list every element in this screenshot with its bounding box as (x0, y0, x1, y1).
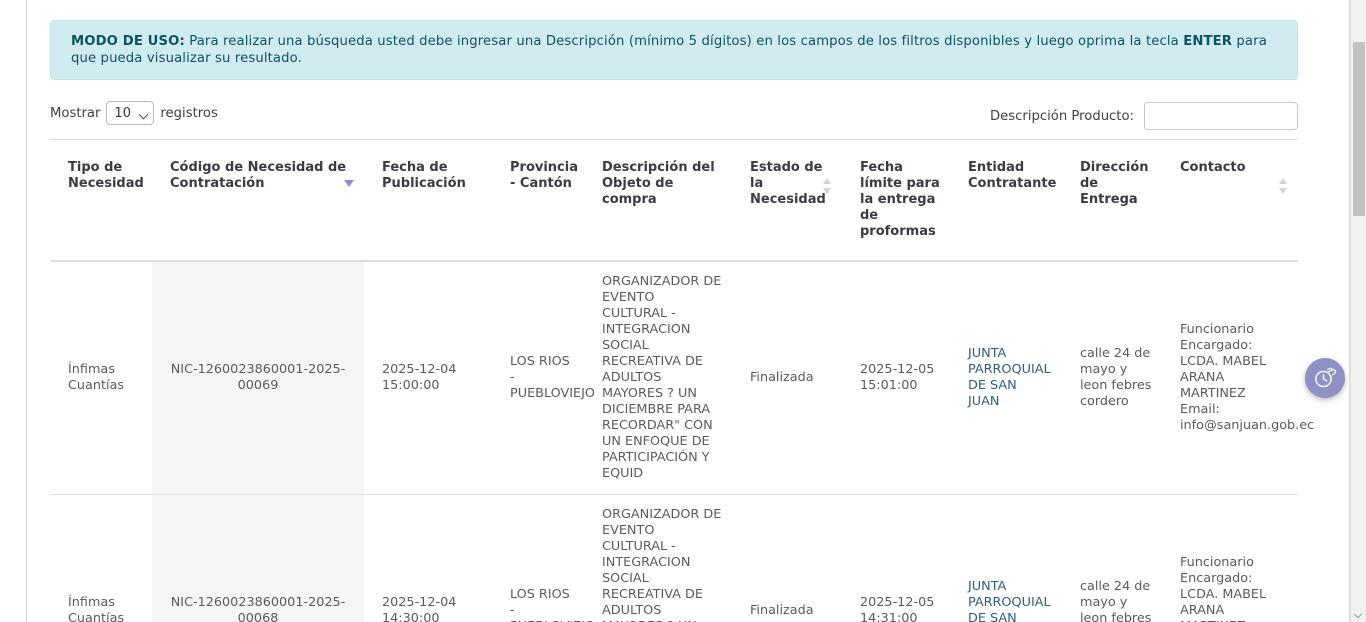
main-content: MODO DE USO: Para realizar una búsqueda … (50, 0, 1314, 622)
table-row: Ínfimas Cuantías NIC-1260023860001-2025-… (50, 260, 1314, 495)
cell-direccion: calle 24 de mayo y leon febres cordero (1062, 260, 1162, 495)
page-length-suffix-label: registros (160, 105, 218, 121)
table-controls: Mostrar 10 registros Descripción Product… (50, 93, 1298, 130)
th-provincia-canton[interactable]: Provincia - Cantón (492, 139, 584, 262)
usage-alert-enter-key: ENTER (1183, 34, 1233, 49)
th-label: Provincia - Cantón (510, 160, 578, 191)
th-label: Descripción del Objeto de compra (602, 160, 715, 207)
clock-speed-icon (1315, 367, 1337, 388)
page-length-prefix-label: Mostrar (50, 105, 101, 121)
cell-descripcion: ORGANIZADOR DE EVENTO CULTURAL - INTEGRA… (584, 494, 732, 622)
usage-alert-text-1: Para realizar una búsqueda usted debe in… (184, 34, 1184, 49)
product-description-input[interactable] (1144, 102, 1298, 130)
page-length-select[interactable]: 10 (106, 101, 155, 125)
page-length-select-wrapper[interactable]: 10 (106, 101, 155, 125)
needs-table-body: Ínfimas Cuantías NIC-1260023860001-2025-… (50, 260, 1314, 622)
product-filter-label: Descripción Producto: (990, 108, 1134, 124)
product-filter-control: Descripción Producto: (990, 102, 1298, 130)
cell-fecha-limite: 2025-12-05 15:01:00 (842, 260, 950, 495)
left-gutter-divider (26, 0, 27, 622)
needs-table-head: Tipo de Necesidad Código de Necesidad de… (50, 139, 1298, 262)
left-gutter (0, 0, 26, 622)
viewport-clip: MODO DE USO: Para realizar una búsqueda … (0, 0, 1338, 622)
th-label: Código de Necesidad de Contratación (170, 160, 347, 191)
cell-entidad: JUNTA PARROQUIAL DE SAN JUAN (950, 494, 1062, 622)
table-row: Ínfimas Cuantías NIC-1260023860001-2025-… (50, 494, 1298, 622)
cell-estado: Finalizada (732, 494, 842, 622)
cell-provincia-canton: LOS RIOS - PUEBLOVIEJO (492, 260, 595, 495)
th-descripcion-objeto[interactable]: Descripción del Objeto de compra (584, 139, 732, 262)
th-tipo-de-necesidad[interactable]: Tipo de Necesidad (50, 139, 152, 262)
th-label: Estado de la Necesidad (750, 160, 826, 207)
cell-tipo: Ínfimas Cuantías (50, 260, 152, 495)
usage-alert-text-2: para que pueda visualizar su resultado. (71, 34, 1267, 66)
cell-codigo: NIC-1260023860001-2025-00069 (152, 260, 364, 495)
usage-alert-title: MODO DE USO: (71, 34, 185, 49)
page-length-control: Mostrar 10 registros (50, 101, 218, 125)
entidad-contratante-link[interactable]: JUNTA PARROQUIAL DE SAN JUAN (968, 346, 1051, 409)
sort-descending-icon (344, 180, 354, 187)
cell-tipo: Ínfimas Cuantías (50, 494, 152, 622)
cell-provincia-canton: LOS RIOS - PUEBLOVIEJO (492, 494, 595, 622)
cell-fecha-limite: 2025-12-05 14:31:00 (842, 494, 950, 622)
th-fecha-limite-proformas[interactable]: Fecha límite para la entrega de proforma… (842, 139, 950, 262)
th-fecha-de-publicacion[interactable]: Fecha de Publicación (364, 139, 492, 262)
th-direccion-de-entrega[interactable]: Dirección de Entrega (1062, 139, 1162, 262)
th-label: Entidad Contratante (968, 160, 1057, 191)
cell-contacto: Funcionario Encargado: LCDA. MABEL ARANA… (1162, 494, 1298, 622)
sort-both-icon (823, 178, 832, 194)
sort-both-icon (1279, 178, 1288, 194)
needs-table: Tipo de Necesidad Código de Necesidad de… (50, 139, 1314, 622)
th-entidad-contratante[interactable]: Entidad Contratante (950, 139, 1062, 262)
th-label: Fecha límite para la entrega de proforma… (860, 160, 940, 239)
pane-divider (1349, 0, 1350, 622)
th-contacto[interactable]: Contacto (1162, 139, 1298, 262)
scrollbar-thumb[interactable] (1353, 42, 1365, 216)
cell-descripcion: ORGANIZADOR DE EVENTO CULTURAL - INTEGRA… (584, 260, 732, 495)
th-label: Dirección de Entrega (1080, 160, 1149, 207)
cell-entidad: JUNTA PARROQUIAL DE SAN JUAN (950, 260, 1062, 495)
accessibility-widget-button[interactable] (1305, 358, 1345, 398)
cell-direccion: calle 24 de mayo y leon febres cordero (1062, 494, 1162, 622)
usage-alert: MODO DE USO: Para realizar una búsqueda … (50, 20, 1298, 80)
entidad-contratante-link[interactable]: JUNTA PARROQUIAL DE SAN JUAN (968, 579, 1051, 622)
th-label: Contacto (1180, 160, 1246, 175)
cell-contacto: Funcionario Encargado: LCDA. MABEL ARANA… (1162, 260, 1314, 495)
th-label: Tipo de Necesidad (68, 160, 144, 191)
th-label: Fecha de Publicación (382, 160, 466, 191)
cell-fecha-publicacion: 2025-12-04 15:00:00 (364, 260, 492, 495)
cell-codigo: NIC-1260023860001-2025-00068 (152, 494, 364, 622)
scrollbar-down-arrow-icon[interactable] (1353, 609, 1363, 619)
th-estado-de-la-necesidad[interactable]: Estado de la Necesidad (732, 139, 842, 262)
header-row: Tipo de Necesidad Código de Necesidad de… (50, 139, 1298, 262)
vertical-scrollbar[interactable] (1350, 0, 1366, 622)
th-codigo-de-necesidad[interactable]: Código de Necesidad de Contratación (152, 139, 364, 262)
cell-fecha-publicacion: 2025-12-04 14:30:00 (364, 494, 492, 622)
cell-estado: Finalizada (732, 260, 842, 495)
